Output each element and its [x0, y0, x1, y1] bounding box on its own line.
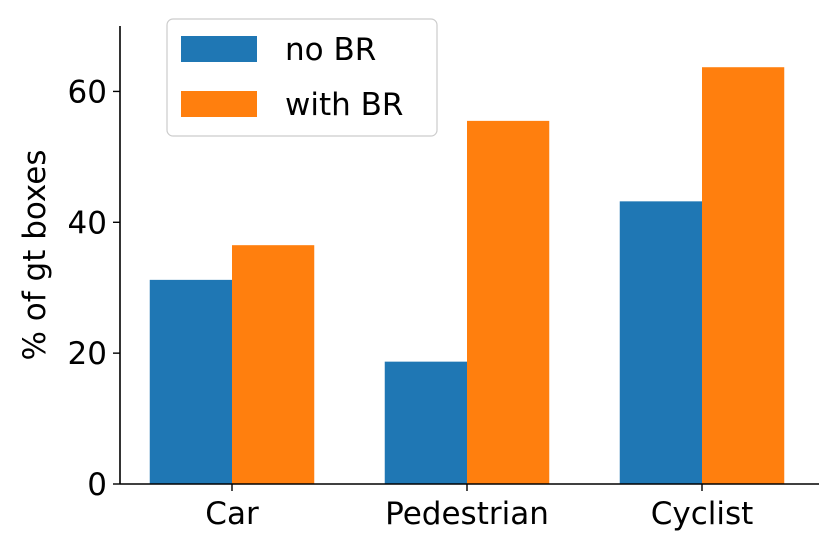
y-tick-label-40: 40 [68, 205, 107, 241]
legend-swatch-no-br [181, 36, 257, 62]
y-tick-label-0: 0 [87, 467, 107, 503]
bars-group [149, 67, 785, 484]
legend-label-no-br: no BR [285, 32, 376, 68]
x-ticks-group: Car Pedestrian Cyclist [205, 484, 753, 532]
y-tick-label-60: 60 [68, 74, 107, 110]
legend-label-with-br: with BR [285, 87, 403, 123]
bar-car-with-br [232, 245, 315, 484]
y-ticks-group: 0 20 40 60 [68, 74, 120, 503]
y-tick-label-20: 20 [68, 336, 107, 372]
legend: no BR with BR [166, 18, 438, 137]
y-axis-label: % of gt boxes [17, 149, 53, 360]
bar-car-no-br [149, 279, 232, 484]
x-tick-label-pedestrian: Pedestrian [385, 496, 549, 532]
bar-cyclist-with-br [702, 67, 785, 484]
bar-pedestrian-no-br [384, 361, 467, 484]
x-tick-label-car: Car [205, 496, 259, 532]
x-tick-label-cyclist: Cyclist [651, 496, 754, 532]
legend-swatch-with-br [181, 91, 257, 117]
bar-cyclist-no-br [619, 201, 702, 484]
bar-pedestrian-with-br [467, 120, 550, 484]
